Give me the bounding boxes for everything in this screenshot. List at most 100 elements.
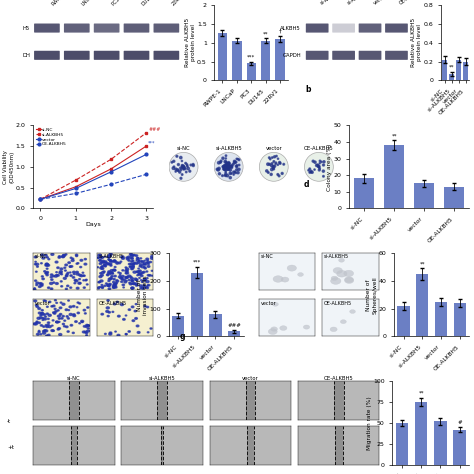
Circle shape	[50, 276, 52, 278]
Circle shape	[126, 334, 127, 335]
Circle shape	[147, 285, 148, 286]
Text: DH: DH	[22, 53, 30, 58]
Circle shape	[225, 169, 227, 171]
Circle shape	[231, 165, 233, 167]
Circle shape	[42, 278, 44, 280]
Circle shape	[120, 261, 122, 262]
Circle shape	[116, 301, 118, 302]
Bar	[246, 64, 256, 81]
Circle shape	[113, 269, 115, 271]
Circle shape	[114, 260, 115, 261]
Circle shape	[85, 279, 87, 280]
Bar	[444, 187, 464, 209]
Line: OE-ALKBH5: OE-ALKBH5	[39, 173, 148, 201]
Circle shape	[59, 334, 62, 336]
Circle shape	[271, 163, 273, 164]
Circle shape	[118, 263, 120, 264]
Circle shape	[146, 258, 149, 260]
Circle shape	[57, 322, 59, 323]
Circle shape	[76, 271, 78, 273]
Circle shape	[132, 264, 134, 265]
Circle shape	[145, 264, 146, 265]
Circle shape	[218, 162, 220, 164]
Circle shape	[238, 168, 240, 171]
Circle shape	[147, 274, 149, 276]
Circle shape	[109, 278, 112, 279]
Circle shape	[66, 316, 68, 317]
Circle shape	[82, 275, 84, 276]
Circle shape	[121, 256, 124, 258]
Circle shape	[131, 306, 134, 308]
Circle shape	[318, 165, 320, 168]
Circle shape	[68, 300, 69, 301]
Text: OE-ALKBH5: OE-ALKBH5	[99, 301, 127, 306]
Circle shape	[186, 164, 188, 165]
Title: si-ALKBH5: si-ALKBH5	[149, 376, 175, 381]
Y-axis label: Number of
Spheres/well: Number of Spheres/well	[366, 276, 377, 314]
Circle shape	[150, 262, 152, 263]
Circle shape	[345, 277, 354, 283]
Circle shape	[38, 330, 40, 331]
Circle shape	[130, 276, 132, 278]
Circle shape	[121, 256, 124, 258]
Circle shape	[109, 261, 111, 262]
Circle shape	[143, 279, 146, 280]
Circle shape	[64, 277, 66, 279]
Circle shape	[224, 167, 226, 170]
Circle shape	[225, 161, 227, 163]
Circle shape	[86, 335, 88, 336]
Circle shape	[183, 167, 185, 169]
Circle shape	[314, 161, 316, 164]
Circle shape	[135, 255, 137, 256]
Circle shape	[130, 266, 131, 267]
Circle shape	[139, 265, 141, 267]
Circle shape	[65, 326, 68, 328]
Circle shape	[67, 331, 69, 332]
Circle shape	[121, 281, 123, 283]
Circle shape	[137, 325, 139, 327]
Text: RWPE-1: RWPE-1	[51, 0, 68, 6]
Bar	[77, 426, 115, 465]
Circle shape	[61, 286, 63, 287]
Circle shape	[131, 268, 133, 270]
Circle shape	[287, 265, 297, 271]
Circle shape	[104, 261, 107, 263]
Circle shape	[35, 280, 36, 282]
Circle shape	[55, 321, 58, 323]
Text: PC3: PC3	[111, 0, 121, 6]
Circle shape	[271, 168, 273, 171]
Circle shape	[106, 310, 109, 312]
Circle shape	[114, 283, 117, 285]
Circle shape	[43, 332, 46, 334]
Circle shape	[265, 170, 268, 172]
Circle shape	[218, 167, 220, 170]
Circle shape	[226, 162, 228, 164]
Circle shape	[57, 267, 59, 268]
Circle shape	[53, 312, 55, 313]
Circle shape	[46, 326, 48, 328]
Circle shape	[149, 274, 151, 276]
Circle shape	[126, 272, 128, 274]
Circle shape	[113, 278, 115, 280]
Circle shape	[33, 323, 36, 325]
Circle shape	[97, 257, 100, 258]
Y-axis label: Relative ALKBH5
protein level: Relative ALKBH5 protein level	[185, 18, 196, 67]
Bar	[210, 426, 247, 465]
Circle shape	[84, 331, 87, 333]
Circle shape	[44, 318, 46, 320]
Circle shape	[117, 262, 118, 263]
Circle shape	[104, 266, 106, 267]
Circle shape	[177, 170, 179, 172]
Circle shape	[123, 319, 125, 320]
Circle shape	[180, 177, 182, 179]
Circle shape	[187, 165, 188, 167]
Text: **: **	[263, 31, 268, 36]
Text: si-ALKBH5: si-ALKBH5	[324, 255, 349, 259]
Circle shape	[140, 275, 143, 277]
Circle shape	[76, 255, 78, 256]
Circle shape	[219, 162, 221, 164]
Circle shape	[145, 280, 146, 281]
Circle shape	[34, 288, 35, 289]
Circle shape	[182, 165, 184, 168]
FancyBboxPatch shape	[359, 51, 382, 60]
